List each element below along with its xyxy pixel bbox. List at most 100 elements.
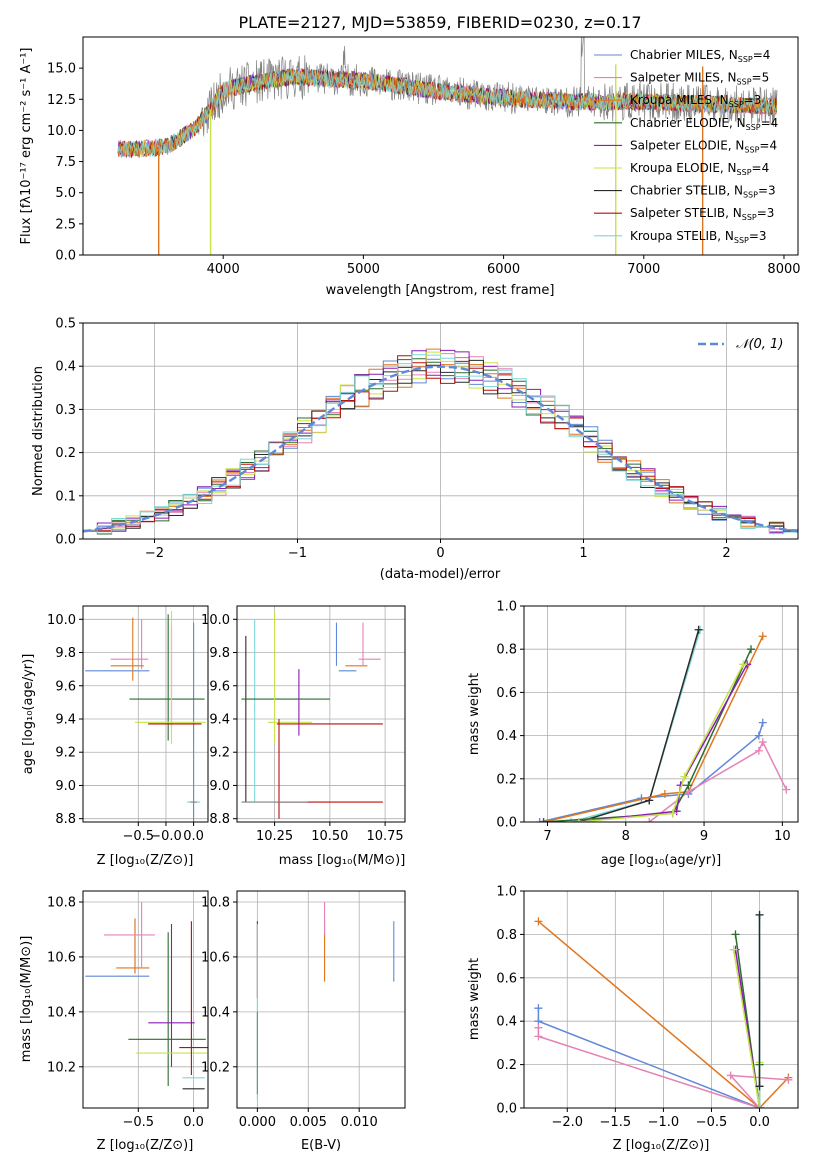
residuals-ylabel: Normed distribution bbox=[31, 366, 46, 496]
x-tick-label: 6000 bbox=[487, 262, 520, 277]
y-tick-label: 9.8 bbox=[209, 646, 230, 661]
x-tick-label: 0.000 bbox=[239, 1115, 276, 1130]
weight-marker bbox=[739, 660, 748, 669]
spectrum-xlabel: wavelength [Angstrom, rest frame] bbox=[326, 283, 555, 298]
weight-vs-age-ticks: 7 8 9 10 0.0 0.2 0.4 0.6 0.8 1.0 bbox=[496, 600, 790, 845]
x-tick-label: −2 bbox=[145, 546, 164, 561]
y-tick-label: 0.4 bbox=[496, 729, 517, 744]
normal-curve bbox=[83, 365, 798, 533]
x-tick-label: 9 bbox=[700, 829, 708, 844]
mass-vs-ebv-xlabel: E(B-V) bbox=[301, 1138, 341, 1153]
legend-label: Salpeter STELIB, NSSP=3 bbox=[630, 206, 774, 222]
weight-vs-age-frame bbox=[523, 605, 799, 823]
weight-marker bbox=[660, 789, 669, 798]
x-tick-label: −1.5 bbox=[600, 1115, 632, 1130]
weight-vs-metallicity-ticks: −2.0 −1.5 −1.0 −0.5 0.0 0.0 0.2 0.4 0.6 0.8 1.0 bbox=[496, 885, 770, 1131]
x-tick-label: 8000 bbox=[767, 262, 800, 277]
weight-line-krou_elodie bbox=[578, 663, 744, 822]
model-spectrum-krou_stelib bbox=[117, 68, 777, 158]
x-tick-label: 10 bbox=[774, 829, 791, 844]
y-tick-label: 10.0 bbox=[47, 613, 76, 628]
weight-marker bbox=[755, 1104, 764, 1108]
spectrum-plot-area bbox=[117, 37, 778, 255]
y-tick-label: 8.8 bbox=[55, 812, 76, 827]
y-tick-label: 5.0 bbox=[55, 186, 76, 201]
spectrum-panel: PLATE=2127, MJD=53859, FIBERID=0230, z=0… bbox=[19, 13, 801, 298]
y-tick-label: 0.8 bbox=[496, 643, 517, 658]
weight-marker bbox=[784, 1075, 793, 1084]
legend-label: Salpeter ELODIE, NSSP=4 bbox=[630, 138, 777, 154]
weight-vs-age-panel: 7 8 9 10 0.0 0.2 0.4 0.6 0.8 1.0 age [log₁₀(age/y… bbox=[467, 600, 799, 868]
x-tick-label: −2.0 bbox=[551, 1115, 583, 1130]
weight-marker bbox=[645, 818, 654, 822]
weight-vs-age-xlabel: age [log₁₀(age/yr)] bbox=[601, 853, 722, 868]
y-tick-label: 8.8 bbox=[209, 812, 230, 827]
y-tick-label: 9.2 bbox=[209, 746, 230, 761]
weight-marker bbox=[755, 1082, 764, 1091]
weight-vs-metallicity-panel: −2.0 −1.5 −1.0 −0.5 0.0 0.0 0.2 0.4 0.6 0.8 1.0 Z … bbox=[467, 885, 799, 1153]
y-tick-label: 10.2 bbox=[201, 1060, 230, 1075]
weight-marker bbox=[758, 738, 767, 747]
y-tick-label: 15.0 bbox=[47, 62, 76, 77]
mass-vs-metallicity-xlabel: Z [log₁₀(Z/Z⊙)] bbox=[97, 1138, 194, 1153]
weight-marker bbox=[535, 818, 544, 822]
x-tick-label: 0.0 bbox=[749, 1115, 770, 1130]
weight-marker bbox=[534, 1032, 543, 1041]
age-vs-metallicity-grid bbox=[83, 606, 208, 822]
age-vs-mass-grid bbox=[237, 606, 405, 822]
spectrum-frame bbox=[82, 36, 799, 256]
residuals-ticks: −2 −1 0 1 2 0.0 0.1 0.2 0.3 0.4 0.5 bbox=[55, 317, 730, 562]
weight-marker bbox=[729, 945, 738, 954]
x-tick-label: −1.0 bbox=[648, 1115, 680, 1130]
weight-marker bbox=[758, 718, 767, 727]
y-tick-label: 0.0 bbox=[496, 816, 517, 831]
spectrum-legend: Chabrier MILES, NSSP=4 Salpeter MILES, NS… bbox=[594, 48, 778, 245]
y-tick-label: 10.8 bbox=[47, 895, 76, 910]
y-tick-label: 0.0 bbox=[55, 249, 76, 264]
age-vs-metallicity-ticks: −0.5−0.0 0.0 8.8 9.0 9.2 9.4 9.6 9.8 10.0 bbox=[47, 613, 204, 844]
weight-vs-age-grid bbox=[524, 605, 798, 823]
x-tick-label: 10.25 bbox=[256, 829, 293, 844]
weight-marker bbox=[668, 809, 677, 818]
x-tick-label: 0.0 bbox=[183, 1115, 204, 1130]
y-tick-label: 10.4 bbox=[47, 1005, 76, 1020]
residuals-plot-area bbox=[83, 348, 798, 539]
legend-label: Kroupa STELIB, NSSP=3 bbox=[630, 229, 767, 245]
weight-line-chab_miles bbox=[539, 722, 764, 822]
y-tick-label: 0.1 bbox=[55, 489, 76, 504]
x-tick-label: 5000 bbox=[347, 262, 380, 277]
y-tick-label: 10.6 bbox=[201, 950, 230, 965]
y-tick-label: 0.4 bbox=[496, 1015, 517, 1030]
y-tick-label: 2.5 bbox=[55, 217, 76, 232]
weight-line-krou_miles bbox=[537, 920, 789, 1108]
x-tick-label: 7 bbox=[543, 829, 551, 844]
weight-vs-age-plot-area bbox=[535, 625, 791, 822]
weight-marker bbox=[566, 818, 575, 822]
weight-marker bbox=[755, 910, 764, 919]
mass-vs-metallicity-ylabel: mass [log₁₀(M/M⊙)] bbox=[19, 936, 34, 1063]
y-tick-label: 0.2 bbox=[496, 772, 517, 787]
residuals-xlabel: (data-model)/error bbox=[380, 567, 501, 582]
residuals-panel: −2 −1 0 1 2 0.0 0.1 0.2 0.3 0.4 0.5 (data-model)/e… bbox=[31, 317, 799, 582]
age-vs-metallicity-xlabel: Z [log₁₀(Z/Z⊙)] bbox=[97, 853, 194, 868]
age-vs-metallicity-panel: −0.5−0.0 0.0 8.8 9.0 9.2 9.4 9.6 9.8 10.0 Z [log… bbox=[21, 605, 209, 868]
weight-marker bbox=[726, 1071, 735, 1080]
legend-label: Chabrier STELIB, NSSP=3 bbox=[630, 184, 776, 200]
y-tick-label: 9.8 bbox=[55, 646, 76, 661]
spectrum-ticks: 4000 5000 6000 7000 8000 0.0 2.5 5.0 7.5 10.0 12.5… bbox=[47, 62, 800, 277]
normal-legend-label: 𝒩(0, 1) bbox=[736, 337, 783, 352]
y-tick-label: 10.2 bbox=[47, 1060, 76, 1075]
weight-marker bbox=[534, 1023, 543, 1032]
legend-label: Chabrier ELODIE, NSSP=4 bbox=[630, 116, 778, 132]
weight-vs-metallicity-ylabel: mass weight bbox=[467, 958, 482, 1040]
weight-line-salp_elodie bbox=[578, 663, 748, 822]
weight-marker bbox=[574, 818, 583, 822]
age-vs-mass-ticks: 10.25 10.50 10.75 8.8 9.0 9.2 9.4 9.6 9.8 10.0 bbox=[201, 613, 404, 844]
y-tick-label: 9.6 bbox=[55, 679, 76, 694]
y-tick-label: 9.0 bbox=[55, 779, 76, 794]
weight-marker bbox=[754, 731, 763, 740]
weight-marker bbox=[539, 818, 548, 822]
y-tick-label: 0.3 bbox=[55, 403, 76, 418]
y-tick-label: 0.8 bbox=[496, 928, 517, 943]
